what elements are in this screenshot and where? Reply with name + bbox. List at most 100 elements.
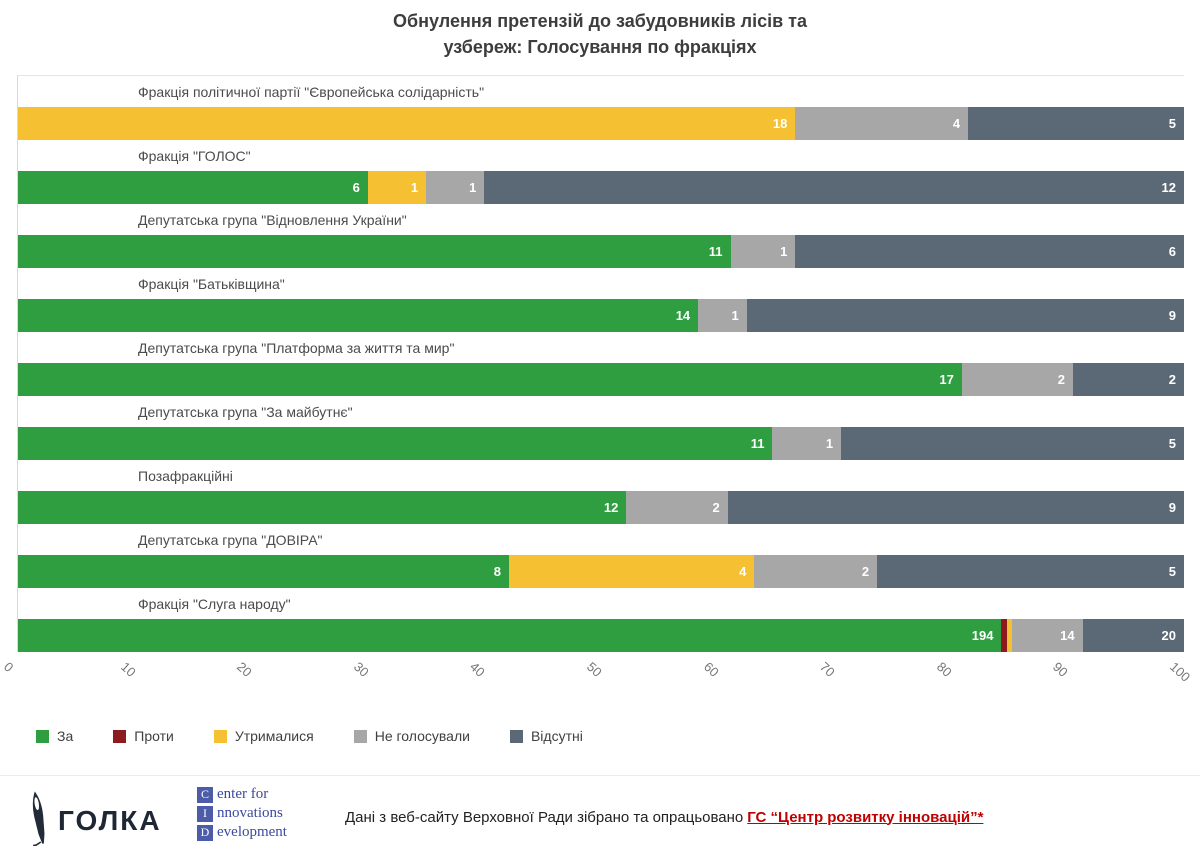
bar-segment: 12 (484, 171, 1184, 204)
legend-item: Відсутні (509, 728, 583, 744)
bar-segment: 11 (18, 235, 731, 268)
stacked-bar: 6 1 1 12 (18, 171, 1184, 204)
chart-row: Фракція "Слуга народу" 194 14 20 (18, 588, 1184, 652)
x-tick-label: 100 (1166, 659, 1194, 685)
cid-line-2: I nnovations (197, 805, 287, 822)
x-axis: 0 10 20 30 40 50 60 70 80 90 100 (1, 651, 1193, 697)
faction-label: Депутатська група "ДОВІРА" (138, 531, 323, 548)
bar-segment: 4 (508, 555, 755, 588)
chart-row: Фракція політичної партії "Європейська с… (18, 76, 1184, 140)
bar-segment: 17 (18, 363, 962, 396)
bar-segment: 14 (18, 299, 699, 332)
segment-value: 11 (708, 244, 723, 259)
segment-value: 1 (469, 180, 477, 195)
segment-value: 2 (1168, 372, 1176, 387)
chart-row: Фракція "Батьківщина" 14 1 9 (18, 268, 1184, 332)
chart-row: Депутатська група "Платформа за життя та… (18, 332, 1184, 396)
cid-line-2-text: nnovations (217, 805, 283, 821)
segment-value: 8 (493, 564, 501, 579)
cid-line-1: C enter for (197, 786, 287, 803)
bar-segment: 20 (1082, 619, 1184, 652)
faction-label: Фракція "Батьківщина" (138, 275, 285, 292)
legend-label: Проти (134, 728, 174, 744)
legend-swatch (113, 729, 127, 743)
faction-label: Депутатська група "Відновлення України" (138, 211, 407, 228)
segment-value: 11 (750, 436, 765, 451)
chart-row: Фракція "ГОЛОС" 6 1 1 12 (18, 140, 1184, 204)
legend-item: Не голосували (353, 728, 470, 744)
segment-value: 14 (1060, 628, 1075, 643)
segment-value: 5 (1168, 436, 1176, 451)
segment-value: 6 (352, 180, 360, 195)
chart-title: Обнулення претензій до забудовників лісі… (0, 8, 1200, 60)
segment-value: 17 (939, 372, 954, 387)
bar-segment: 5 (877, 555, 1184, 588)
faction-label: Депутатська група "За майбутнє" (138, 403, 353, 420)
cid-letter-box-i: I (197, 805, 213, 822)
segment-value: 6 (1168, 244, 1176, 259)
cid-line-3-text: evelopment (217, 824, 287, 840)
stacked-bar: 11 1 5 (18, 427, 1184, 460)
bar-segment: 2 (626, 491, 728, 524)
segment-value: 4 (952, 116, 961, 131)
x-tick-label: 20 (234, 659, 255, 680)
bar-segment: 9 (746, 299, 1184, 332)
legend-label: Не голосували (374, 728, 470, 744)
bar-segment: 12 (18, 491, 627, 524)
legend-item: Утрималися (213, 728, 314, 744)
cid-letter-box-d: D (197, 824, 213, 841)
segment-value: 1 (780, 244, 788, 259)
segment-value: 2 (1057, 372, 1065, 387)
cid-logo: C enter for I nnovations D evelopment (197, 786, 287, 841)
stacked-bar: 194 14 20 (18, 619, 1184, 652)
plot-area: Фракція політичної партії "Європейська с… (17, 75, 1184, 652)
x-tick-label: 70 (817, 659, 838, 680)
faction-label: Фракція "ГОЛОС" (138, 147, 251, 164)
segment-value: 1 (825, 436, 834, 451)
legend: За Проти Утрималися Не голосували Відсутні (36, 728, 583, 744)
x-tick-label: 10 (117, 659, 139, 680)
faction-label: Фракція політичної партії "Європейська с… (138, 83, 485, 100)
segment-value: 9 (1168, 500, 1176, 515)
faction-label: Депутатська група "Платформа за життя та… (138, 339, 455, 356)
bar-segment: 4 (795, 107, 969, 140)
legend-item: Проти (113, 728, 174, 744)
attribution-link[interactable]: ГС “Центр розвитку інновацій”* (747, 808, 984, 826)
legend-item: За (36, 728, 73, 744)
chart-row: Депутатська група "За майбутнє" 11 1 5 (18, 396, 1184, 460)
bar-segment: 2 (961, 363, 1073, 396)
x-tick-label: 50 (583, 659, 605, 680)
segment-value: 12 (603, 500, 619, 515)
chart-row: Депутатська група "ДОВІРА" 8 4 2 5 (18, 524, 1184, 588)
golka-logo: ГОЛКА (26, 790, 162, 851)
x-tick-label: 60 (700, 659, 722, 680)
chart-title-line2: узбереж: Голосування по фракціях (443, 37, 757, 58)
legend-label: Утрималися (234, 728, 314, 744)
legend-swatch (213, 729, 227, 743)
segment-value: 12 (1161, 180, 1176, 195)
bar-segment: 1 (367, 171, 427, 204)
bar-segment: 1 (698, 299, 747, 332)
x-tick-label: 30 (350, 659, 372, 680)
bar-segment: 5 (968, 107, 1184, 140)
stacked-bar: 17 2 2 (18, 363, 1184, 396)
attribution: Дані з веб-сайту Верховної Ради зібрано … (345, 776, 983, 857)
bar-segment: 18 (18, 107, 796, 140)
bar-segment: 9 (727, 491, 1184, 524)
segment-value: 2 (861, 564, 870, 579)
legend-swatch (36, 729, 49, 743)
segment-value: 1 (410, 180, 419, 195)
bar-segment: 11 (18, 427, 773, 460)
bar-segment (1006, 619, 1012, 652)
x-tick-label: 80 (933, 659, 955, 680)
bar-segment: 194 (18, 619, 1002, 652)
faction-label: Позафракційні (138, 467, 233, 484)
segment-value: 9 (1168, 308, 1176, 323)
bar-segment (1001, 619, 1007, 652)
segment-value: 5 (1168, 564, 1176, 579)
segment-value: 14 (675, 308, 691, 323)
chart-title-line1: Обнулення претензій до забудовників лісі… (393, 11, 807, 31)
x-tick-label: 90 (1050, 659, 1072, 680)
x-tick-label: 0 (0, 659, 17, 675)
